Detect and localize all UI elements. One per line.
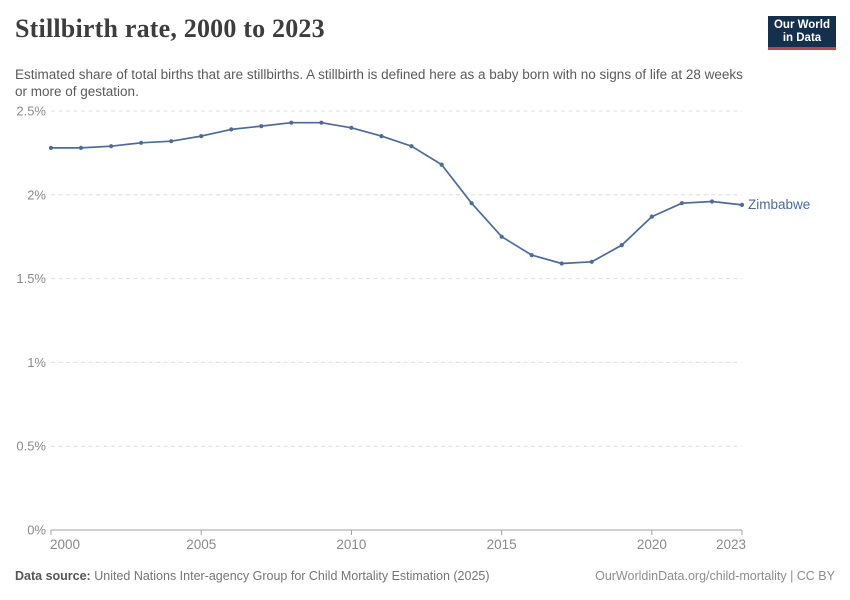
chart-title: Stillbirth rate, 2000 to 2023 bbox=[15, 14, 325, 43]
data-point-marker[interactable] bbox=[48, 145, 54, 150]
chart-subtitle: Estimated share of total births that are… bbox=[15, 66, 743, 100]
data-point-marker[interactable] bbox=[589, 259, 594, 264]
data-point-marker[interactable] bbox=[499, 234, 504, 239]
owid-logo-line2: in Data bbox=[782, 31, 822, 44]
y-tick-label: 0.5% bbox=[16, 439, 46, 454]
data-point-marker[interactable] bbox=[199, 134, 204, 139]
data-source: Data source: United Nations Inter-agency… bbox=[15, 569, 490, 584]
data-point-marker[interactable] bbox=[139, 140, 144, 145]
data-point-marker[interactable] bbox=[649, 214, 655, 219]
y-tick-label: 0% bbox=[27, 523, 46, 538]
data-point-marker[interactable] bbox=[529, 253, 534, 258]
data-point-marker[interactable] bbox=[289, 120, 294, 125]
data-point-marker[interactable] bbox=[349, 125, 354, 130]
x-tick-label: 2010 bbox=[336, 537, 366, 552]
x-tick-label: 2000 bbox=[50, 537, 80, 552]
owid-logo-box: Our World in Data bbox=[768, 16, 836, 47]
data-point-marker[interactable] bbox=[319, 120, 324, 125]
chart-footer: Data source: United Nations Inter-agency… bbox=[15, 569, 835, 584]
data-point-marker[interactable] bbox=[619, 243, 624, 248]
owid-logo-line1: Our World bbox=[773, 18, 830, 31]
data-point-marker[interactable] bbox=[439, 162, 444, 167]
y-tick-label: 2.5% bbox=[16, 104, 46, 119]
x-tick-label: 2023 bbox=[716, 537, 746, 552]
data-point-marker[interactable] bbox=[709, 199, 715, 204]
x-tick-label: 2015 bbox=[487, 537, 517, 552]
footer-rights[interactable]: OurWorldinData.org/child-mortality | CC … bbox=[595, 569, 835, 583]
data-source-text: United Nations Inter-agency Group for Ch… bbox=[94, 569, 490, 583]
data-point-marker[interactable] bbox=[679, 201, 685, 206]
data-point-marker[interactable] bbox=[409, 144, 414, 149]
data-point-marker[interactable] bbox=[559, 261, 564, 266]
x-tick-label: 2005 bbox=[186, 537, 216, 552]
owid-logo-stripe bbox=[768, 47, 836, 50]
data-point-marker[interactable] bbox=[739, 202, 745, 207]
data-point-marker[interactable] bbox=[379, 134, 384, 139]
y-tick-label: 1.5% bbox=[16, 271, 46, 286]
data-point-marker[interactable] bbox=[229, 127, 234, 132]
y-tick-label: 2% bbox=[27, 187, 46, 202]
series-label-zimbabwe[interactable]: Zimbabwe bbox=[748, 197, 811, 212]
data-point-marker[interactable] bbox=[259, 124, 264, 129]
x-tick-label: 2020 bbox=[637, 537, 667, 552]
series-line[interactable] bbox=[50, 121, 743, 265]
data-point-marker[interactable] bbox=[109, 144, 114, 149]
data-point-marker[interactable] bbox=[78, 145, 84, 150]
data-point-marker[interactable] bbox=[169, 139, 174, 144]
owid-logo: Our World in Data bbox=[768, 16, 836, 50]
data-point-marker[interactable] bbox=[469, 201, 474, 206]
data-source-label: Data source: bbox=[15, 569, 91, 583]
y-tick-label: 1% bbox=[27, 355, 46, 370]
